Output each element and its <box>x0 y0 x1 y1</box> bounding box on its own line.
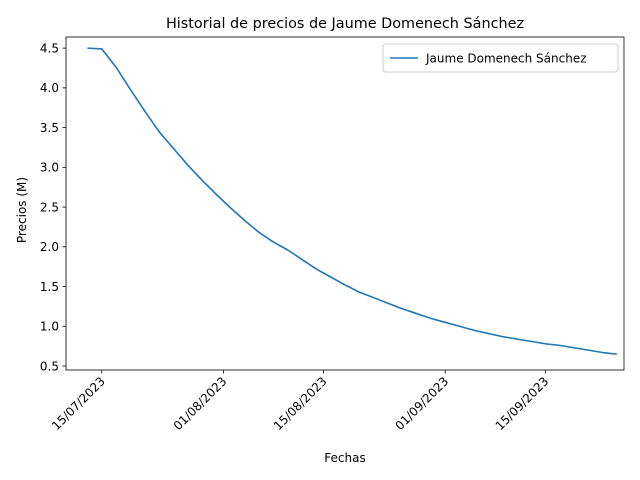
y-axis-label: Precios (M) <box>15 177 29 243</box>
y-tick-label: 2.5 <box>40 200 59 214</box>
x-tick-label: 15/07/2023 <box>49 374 108 433</box>
y-tick-label: 2.0 <box>40 240 59 254</box>
y-tick-label: 1.0 <box>40 320 59 334</box>
series-line <box>87 47 617 355</box>
y-tick-label: 4.5 <box>40 41 59 55</box>
y-tick-label: 3.5 <box>40 121 59 135</box>
y-tick-label: 4.0 <box>40 81 59 95</box>
x-tick-label: 01/08/2023 <box>171 374 230 433</box>
y-tick-label: 1.5 <box>40 280 59 294</box>
x-tick-label: 15/09/2023 <box>493 374 552 433</box>
chart-title: Historial de precios de Jaume Domenech S… <box>166 16 524 32</box>
y-tick-label: 3.0 <box>40 161 59 175</box>
x-tick-label: 15/08/2023 <box>271 374 330 433</box>
plot-area: 0.5 1.0 1.5 2.0 2.5 3.0 3.5 4.0 4.5 15/07/2023 01/… <box>40 36 625 433</box>
x-tick-label: 01/09/2023 <box>392 374 451 433</box>
legend-box <box>382 43 619 73</box>
legend: Jaume Domenech Sánchez <box>382 43 619 73</box>
y-tick-label: 0.5 <box>40 359 59 373</box>
legend-label: Jaume Domenech Sánchez <box>425 51 587 65</box>
x-axis-label: Fechas <box>324 451 365 465</box>
plot-frame <box>65 36 625 371</box>
